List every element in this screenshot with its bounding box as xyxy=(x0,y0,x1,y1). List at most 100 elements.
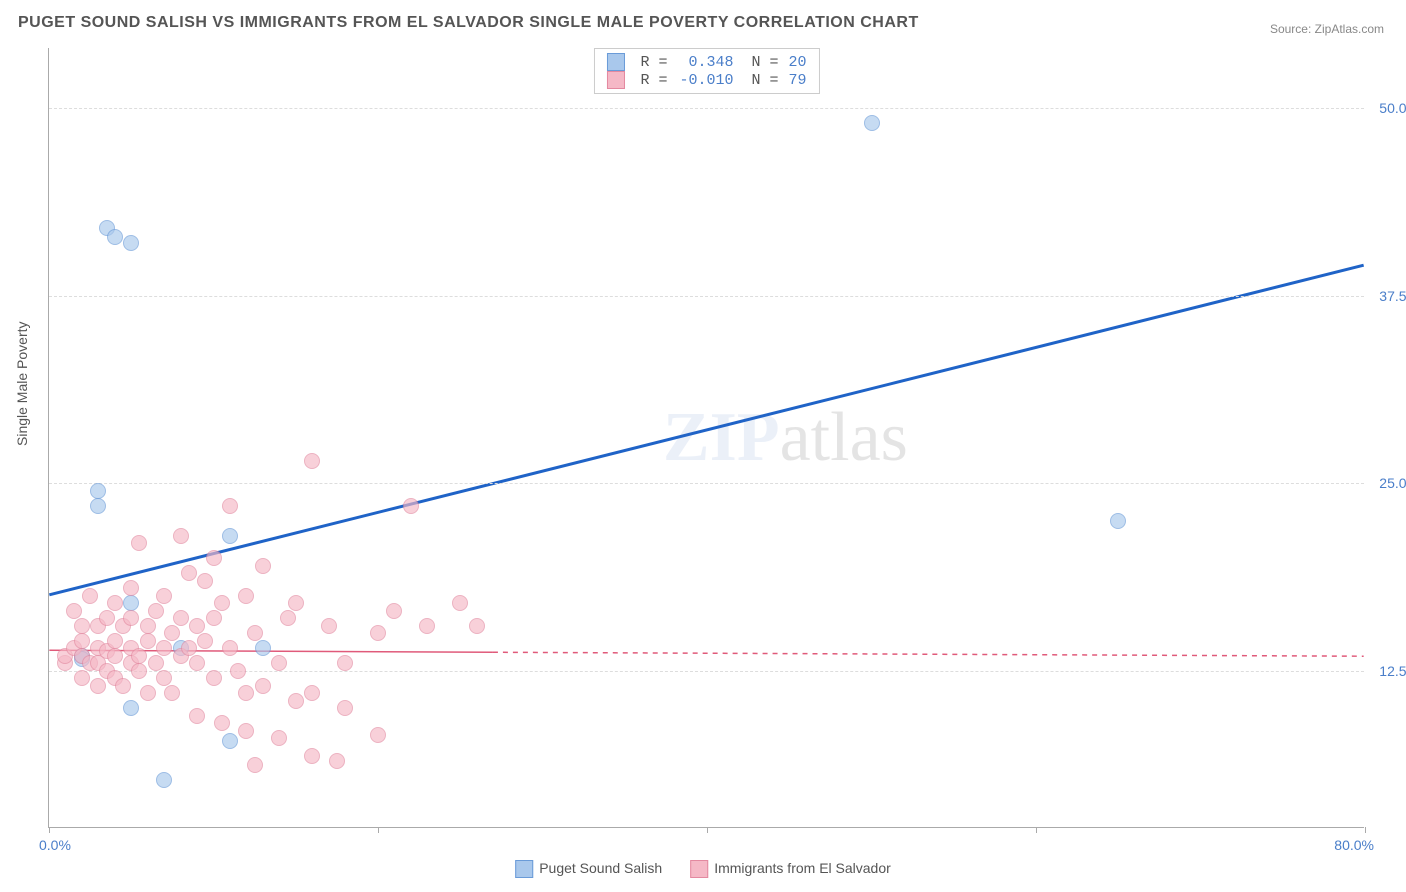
data-point xyxy=(189,708,205,724)
data-point xyxy=(222,733,238,749)
data-point xyxy=(222,498,238,514)
data-point xyxy=(140,618,156,634)
data-point xyxy=(164,625,180,641)
gridline xyxy=(49,296,1364,297)
data-point xyxy=(189,618,205,634)
data-point xyxy=(321,618,337,634)
data-point xyxy=(66,603,82,619)
data-point xyxy=(370,625,386,641)
data-point xyxy=(90,483,106,499)
data-point xyxy=(419,618,435,634)
data-point xyxy=(156,670,172,686)
x-tick xyxy=(1036,827,1037,833)
data-point xyxy=(206,610,222,626)
data-point xyxy=(123,610,139,626)
data-point xyxy=(271,730,287,746)
data-point xyxy=(156,772,172,788)
x-tick-label: 80.0% xyxy=(1334,837,1374,853)
data-point xyxy=(469,618,485,634)
y-tick-label: 37.5% xyxy=(1379,288,1406,304)
data-point xyxy=(304,453,320,469)
source-label: Source: ZipAtlas.com xyxy=(1270,22,1384,36)
data-point xyxy=(90,498,106,514)
data-point xyxy=(131,648,147,664)
data-point xyxy=(74,633,90,649)
legend-row: R =-0.010N =79 xyxy=(606,71,806,89)
data-point xyxy=(255,640,271,656)
data-point xyxy=(238,723,254,739)
data-point xyxy=(131,663,147,679)
x-tick xyxy=(49,827,50,833)
data-point xyxy=(123,580,139,596)
data-point xyxy=(140,633,156,649)
x-tick xyxy=(707,827,708,833)
data-point xyxy=(181,565,197,581)
data-point xyxy=(107,229,123,245)
data-point xyxy=(173,610,189,626)
data-point xyxy=(288,595,304,611)
data-point xyxy=(123,235,139,251)
data-point xyxy=(288,693,304,709)
plot-area: ZIPatlas R =0.348N =20R =-0.010N =79 12.… xyxy=(48,48,1364,828)
legend-item: Puget Sound Salish xyxy=(515,860,662,878)
x-tick xyxy=(378,827,379,833)
x-tick-label: 0.0% xyxy=(39,837,71,853)
y-tick-label: 50.0% xyxy=(1379,100,1406,116)
data-point xyxy=(197,573,213,589)
data-point xyxy=(131,535,147,551)
data-point xyxy=(238,685,254,701)
data-point xyxy=(238,588,254,604)
data-point xyxy=(206,670,222,686)
data-point xyxy=(222,640,238,656)
data-point xyxy=(181,640,197,656)
y-axis-label: Single Male Poverty xyxy=(14,321,30,446)
data-point xyxy=(864,115,880,131)
data-point xyxy=(255,558,271,574)
data-point xyxy=(74,618,90,634)
data-point xyxy=(123,700,139,716)
data-point xyxy=(222,528,238,544)
series-legend: Puget Sound Salish Immigrants from El Sal… xyxy=(515,860,891,878)
data-point xyxy=(90,678,106,694)
data-point xyxy=(164,685,180,701)
data-point xyxy=(140,685,156,701)
data-point xyxy=(271,655,287,671)
data-point xyxy=(337,655,353,671)
data-point xyxy=(452,595,468,611)
data-point xyxy=(1110,513,1126,529)
data-point xyxy=(214,595,230,611)
gridline xyxy=(49,671,1364,672)
data-point xyxy=(304,748,320,764)
data-point xyxy=(370,727,386,743)
data-point xyxy=(107,595,123,611)
legend-item: Immigrants from El Salvador xyxy=(690,860,891,878)
correlation-legend: R =0.348N =20R =-0.010N =79 xyxy=(593,48,819,94)
data-point xyxy=(247,625,263,641)
data-point xyxy=(99,610,115,626)
legend-row: R =0.348N =20 xyxy=(606,53,806,71)
data-point xyxy=(247,757,263,773)
data-point xyxy=(82,588,98,604)
chart-title: PUGET SOUND SALISH VS IMMIGRANTS FROM EL… xyxy=(18,14,919,32)
data-point xyxy=(107,648,123,664)
data-point xyxy=(148,655,164,671)
data-point xyxy=(214,715,230,731)
data-point xyxy=(148,603,164,619)
data-point xyxy=(386,603,402,619)
data-point xyxy=(403,498,419,514)
data-point xyxy=(74,670,90,686)
gridline xyxy=(49,108,1364,109)
x-tick xyxy=(1365,827,1366,833)
data-point xyxy=(197,633,213,649)
data-point xyxy=(123,595,139,611)
data-point xyxy=(255,678,271,694)
data-point xyxy=(115,678,131,694)
data-point xyxy=(206,550,222,566)
data-point xyxy=(280,610,296,626)
data-point xyxy=(107,633,123,649)
data-point xyxy=(230,663,246,679)
data-point xyxy=(329,753,345,769)
data-point xyxy=(337,700,353,716)
data-point xyxy=(189,655,205,671)
y-tick-label: 25.0% xyxy=(1379,475,1406,491)
